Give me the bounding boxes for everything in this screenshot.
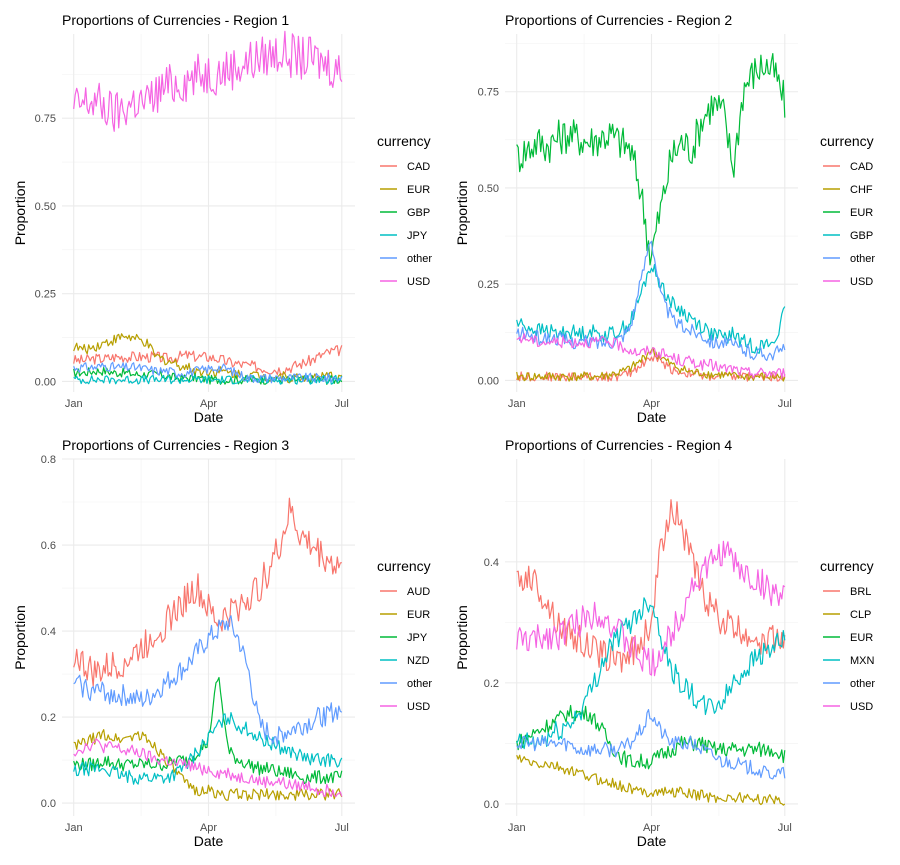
legend-label-usd: USD bbox=[850, 701, 873, 713]
y-tick-label: 0.2 bbox=[484, 678, 499, 690]
legend-label-jpy: JPY bbox=[407, 632, 428, 644]
x-tick-label: Jan bbox=[65, 398, 83, 410]
legend-label-cad: CAD bbox=[850, 161, 873, 173]
y-axis-title: Proportion bbox=[454, 181, 470, 246]
legend-label-aud: AUD bbox=[407, 586, 430, 598]
legend-label-other: other bbox=[407, 678, 432, 690]
series-line-mxn bbox=[516, 597, 786, 750]
legend-label-brl: BRL bbox=[850, 586, 871, 598]
x-tick-label: Jan bbox=[508, 398, 526, 410]
legend-label-other: other bbox=[407, 253, 432, 265]
legend-label-mxn: MXN bbox=[850, 655, 875, 667]
chart-title: Proportions of Currencies - Region 4 bbox=[505, 437, 732, 453]
series-line-eur bbox=[516, 53, 786, 266]
panel-region-4: 0.0 0.2 0.4 Jan Apr Jul Proportions of Currenc… bbox=[454, 437, 875, 849]
y-tick-label: 0.0 bbox=[484, 799, 499, 811]
legend-label-cad: CAD bbox=[407, 161, 430, 173]
series-line-clp bbox=[516, 754, 786, 806]
legend-label-jpy: JPY bbox=[407, 230, 428, 242]
chart-title: Proportions of Currencies - Region 1 bbox=[62, 12, 289, 28]
y-tick-label: 0.8 bbox=[41, 454, 56, 466]
legend-label-eur: EUR bbox=[850, 207, 873, 219]
x-axis-title: Date bbox=[637, 409, 667, 425]
y-tick-label: 0.25 bbox=[35, 289, 56, 301]
legend-label-gbp: GBP bbox=[850, 230, 873, 242]
x-tick-label: Jan bbox=[65, 822, 83, 834]
x-axis-title: Date bbox=[637, 833, 667, 849]
legend-title: currency bbox=[377, 133, 431, 149]
x-axis-title: Date bbox=[194, 833, 224, 849]
x-tick-label: Jul bbox=[778, 398, 792, 410]
y-tick-label: 0.50 bbox=[35, 201, 56, 213]
series-line-other bbox=[516, 240, 786, 362]
legend-label-eur: EUR bbox=[850, 632, 873, 644]
chart-title: Proportions of Currencies - Region 3 bbox=[62, 437, 289, 453]
x-tick-label: Jul bbox=[778, 822, 792, 834]
series-line-usd bbox=[73, 738, 343, 798]
chart-title: Proportions of Currencies - Region 2 bbox=[505, 12, 732, 28]
y-tick-label: 0.4 bbox=[484, 557, 499, 569]
y-tick-label: 0.2 bbox=[41, 712, 56, 724]
series-line-eur bbox=[73, 333, 343, 384]
series-line-cad bbox=[73, 345, 343, 375]
legend-label-eur: EUR bbox=[407, 184, 430, 196]
legend-label-other: other bbox=[850, 253, 875, 265]
y-tick-label: 0.00 bbox=[478, 375, 499, 387]
x-tick-label: Apr bbox=[643, 398, 660, 410]
legend-label-chf: CHF bbox=[850, 184, 873, 196]
y-tick-label: 0.75 bbox=[478, 87, 499, 99]
y-tick-label: 0.50 bbox=[478, 183, 499, 195]
series-line-jpy bbox=[73, 374, 343, 385]
legend-label-clp: CLP bbox=[850, 609, 871, 621]
series-line-other bbox=[73, 615, 343, 746]
x-tick-label: Apr bbox=[200, 398, 217, 410]
panel-region-1: 0.00 0.25 0.50 0.75 Jan Apr Jul Proportions of … bbox=[12, 12, 432, 425]
series-line-usd bbox=[516, 540, 786, 677]
legend-label-other: other bbox=[850, 678, 875, 690]
series-line-nzd bbox=[73, 712, 343, 785]
legend-title: currency bbox=[377, 558, 431, 574]
y-axis-title: Proportion bbox=[454, 605, 470, 670]
panel-region-3: 0.0 0.2 0.4 0.6 0.8 Jan Apr Jul Proportions of C… bbox=[12, 437, 432, 849]
series-line-usd bbox=[516, 333, 786, 379]
legend-title: currency bbox=[820, 133, 874, 149]
series-line-eur bbox=[516, 704, 786, 770]
x-axis-title: Date bbox=[194, 409, 224, 425]
x-tick-label: Apr bbox=[643, 822, 660, 834]
series-line-brl bbox=[516, 499, 786, 673]
y-tick-label: 0.75 bbox=[35, 113, 56, 125]
y-tick-label: 0.0 bbox=[41, 798, 56, 810]
y-tick-label: 0.00 bbox=[35, 376, 56, 388]
legend-label-eur: EUR bbox=[407, 609, 430, 621]
series-line-other bbox=[73, 361, 343, 384]
legend-label-usd: USD bbox=[407, 701, 430, 713]
series-line-other bbox=[516, 709, 786, 780]
y-axis-title: Proportion bbox=[12, 181, 28, 246]
x-tick-label: Jan bbox=[508, 822, 526, 834]
legend-label-usd: USD bbox=[850, 276, 873, 288]
y-axis-title: Proportion bbox=[12, 605, 28, 670]
legend-title: currency bbox=[820, 558, 874, 574]
x-tick-label: Jul bbox=[335, 822, 349, 834]
series-line-usd bbox=[73, 30, 343, 132]
series-line-aud bbox=[73, 497, 342, 687]
y-tick-label: 0.4 bbox=[41, 626, 56, 638]
x-tick-label: Jul bbox=[335, 398, 349, 410]
panel-region-2: 0.00 0.25 0.50 0.75 Jan Apr Jul Proportions of … bbox=[454, 12, 875, 425]
legend-label-usd: USD bbox=[407, 276, 430, 288]
y-tick-label: 0.25 bbox=[478, 279, 499, 291]
legend-label-nzd: NZD bbox=[407, 655, 430, 667]
y-tick-label: 0.6 bbox=[41, 540, 56, 552]
legend-label-gbp: GBP bbox=[407, 207, 430, 219]
x-tick-label: Apr bbox=[200, 822, 217, 834]
